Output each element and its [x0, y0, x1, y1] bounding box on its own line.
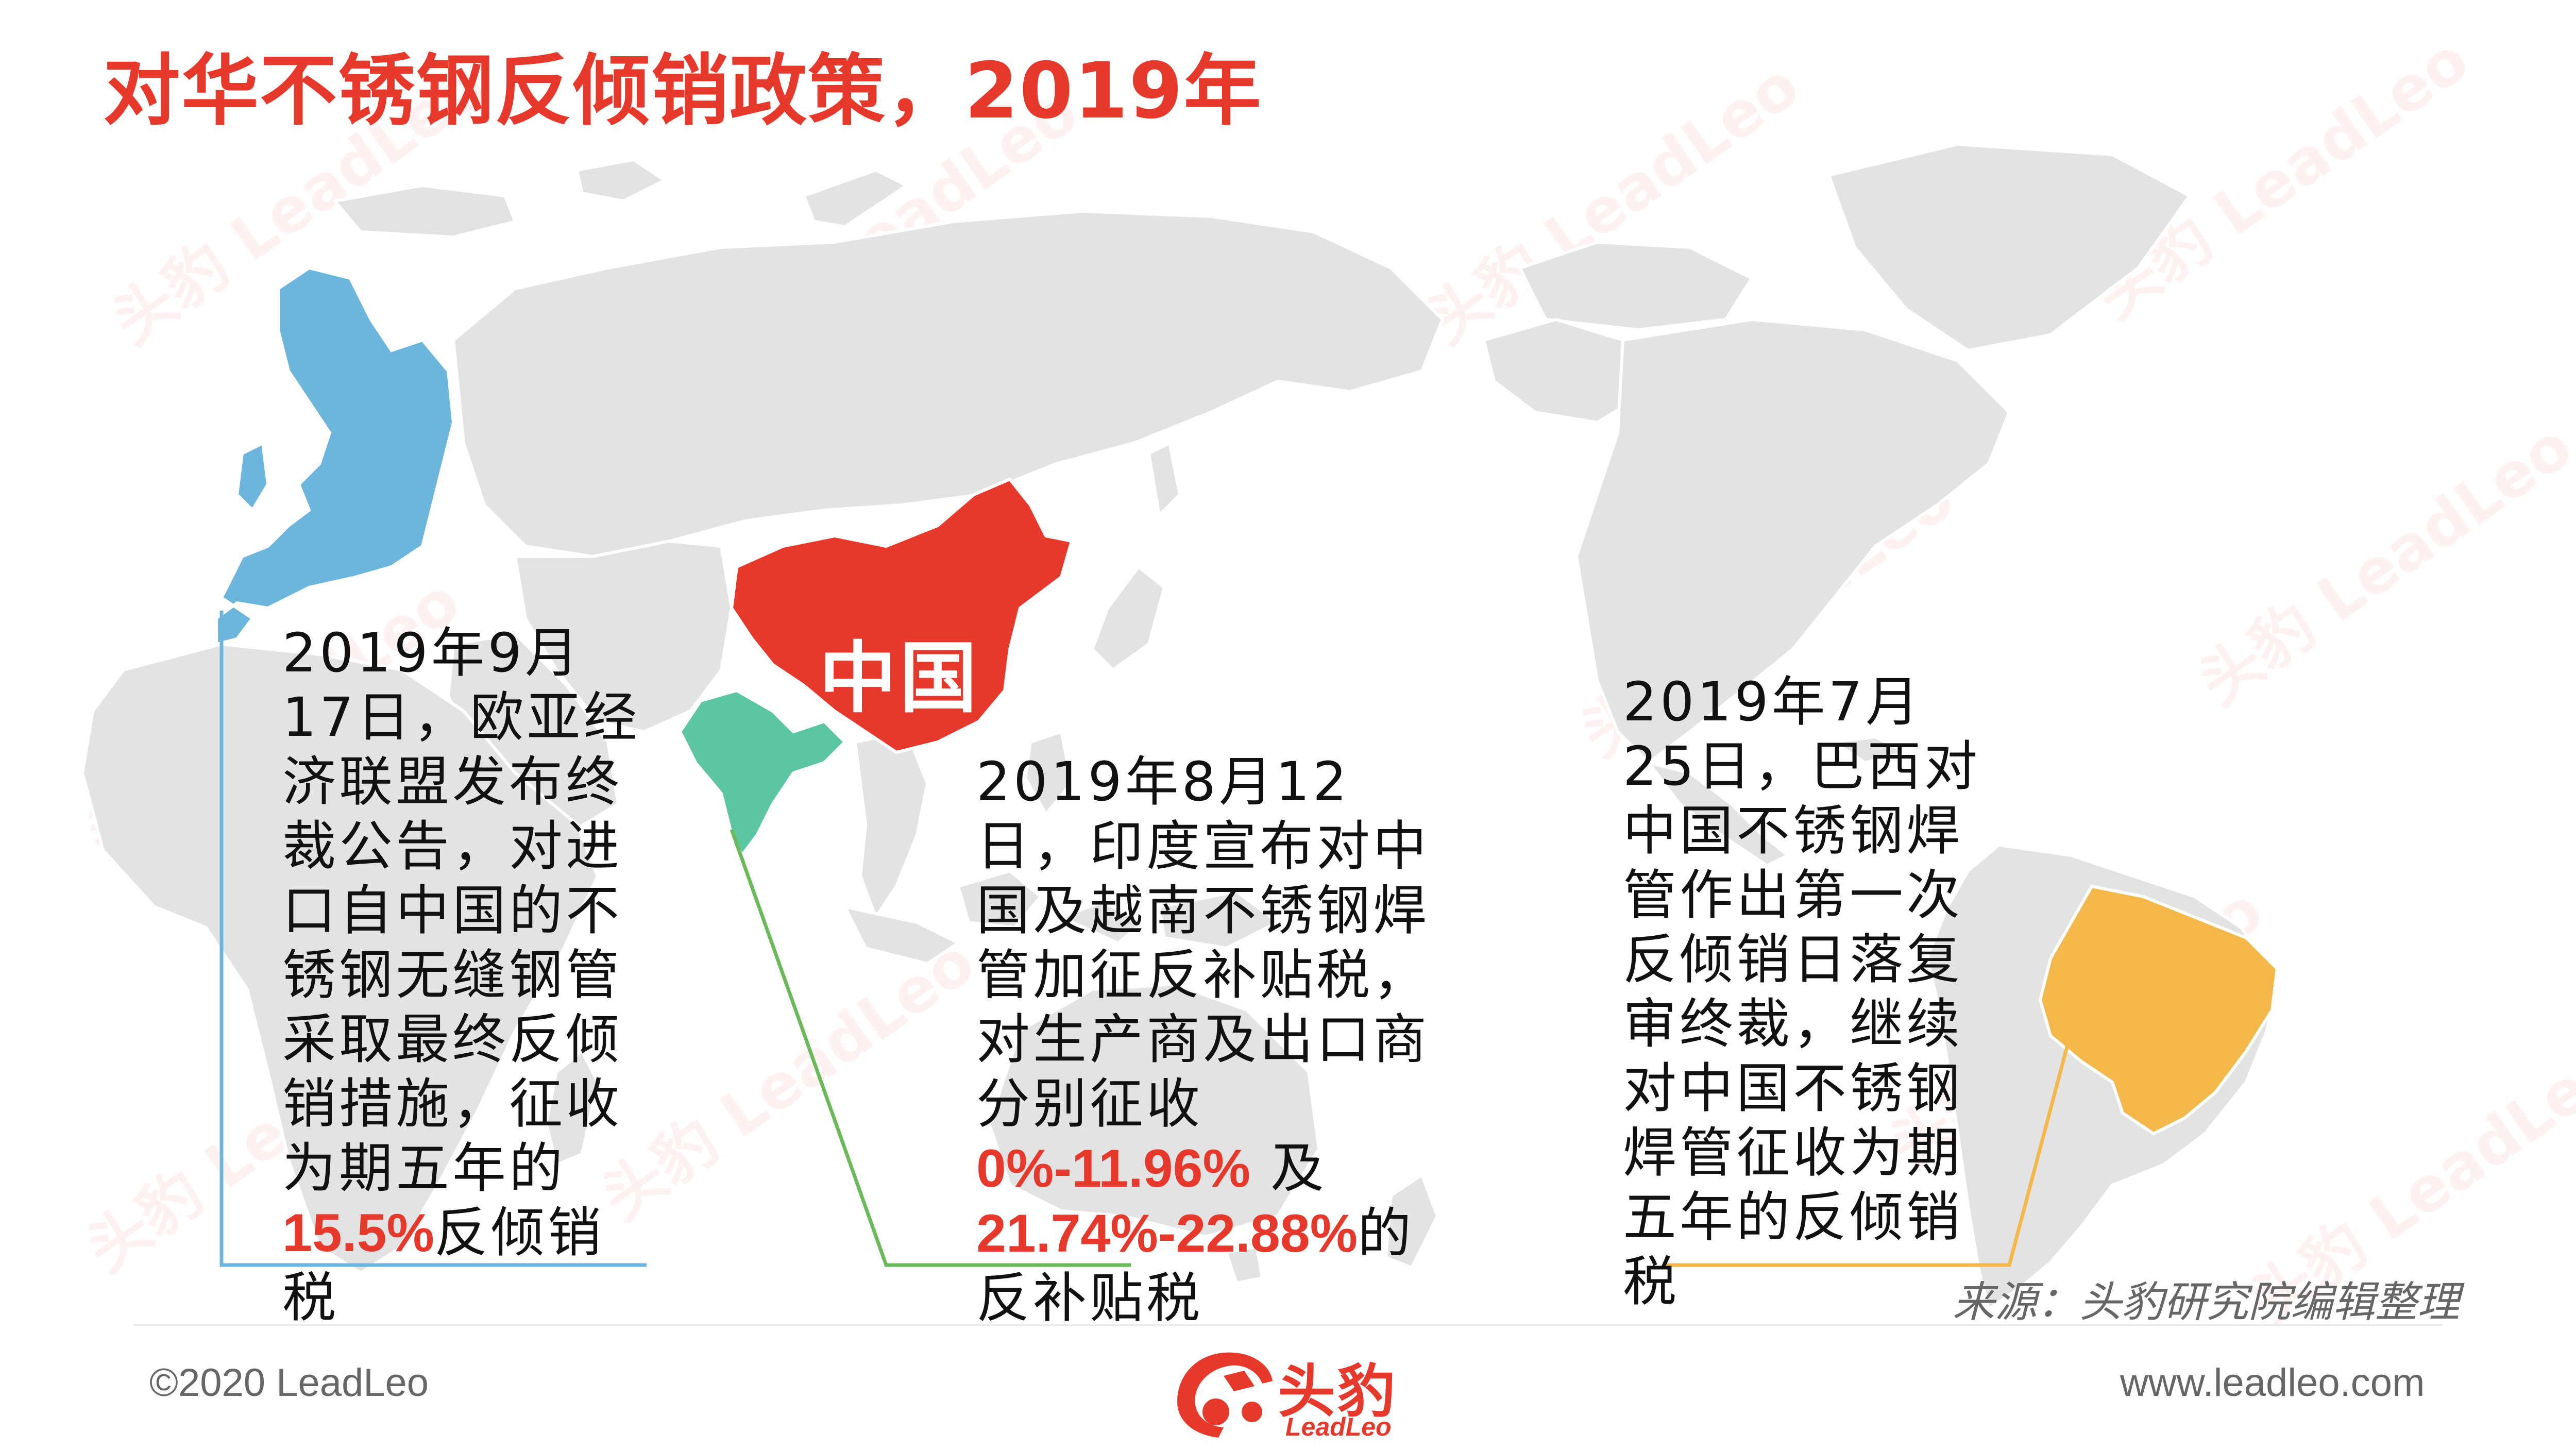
- india-callout-text: 2019年8月12日，印度宣布对中国及越南不锈钢焊管加征反补贴税，对生产商及出口…: [976, 750, 1440, 1330]
- europe-region: [215, 266, 455, 646]
- eu-callout-text: 2019年9月17日，欧亚经济联盟发布终裁公告，对进口自中国的不锈钢无缝钢管采取…: [282, 621, 643, 1330]
- novaya-zemlya: [802, 168, 910, 229]
- sakhalin: [1147, 441, 1182, 519]
- australia: [987, 982, 1321, 1239]
- china-label: 中国: [819, 634, 980, 723]
- central-america: [1645, 760, 1791, 868]
- india-callout-line: [730, 829, 1131, 1267]
- india-callout-middle: 及: [1270, 1137, 1328, 1200]
- se-asia: [853, 730, 929, 921]
- logo-subtext: LeadLeo: [1285, 1412, 1392, 1441]
- indonesia-3: [1057, 900, 1147, 945]
- eu-callout-rate: 15.5%: [282, 1203, 434, 1263]
- indonesia-2: [956, 869, 1043, 930]
- china-country: [730, 477, 1074, 754]
- central-asia: [513, 539, 734, 734]
- indonesia-1: [842, 904, 961, 966]
- india-callout-rate-2: 21.74%-22.88%: [976, 1204, 1358, 1263]
- eu-callout-body: 2019年9月17日，欧亚经济联盟发布终裁公告，对进口自中国的不锈钢无缝钢管采取…: [282, 621, 640, 1200]
- madagascar: [544, 1049, 600, 1167]
- india-country: [678, 688, 848, 858]
- north-america: [1574, 317, 2011, 765]
- russia: [451, 209, 1445, 559]
- svalbard: [575, 158, 668, 203]
- brazil-callout-text: 2019年7月25日，巴西对中国不锈钢焊管作出第一次反倾销日落复审终裁，继续对中…: [1623, 670, 1981, 1313]
- africa: [80, 642, 600, 1275]
- india-callout-rate-1: 0%-11.96%: [976, 1139, 1250, 1199]
- brazil-country: [2038, 884, 2279, 1136]
- caribbean: [1829, 735, 1911, 765]
- tasmania: [1224, 1245, 1264, 1285]
- papua: [1157, 889, 1281, 950]
- brazil-callout-line: [1664, 953, 2094, 1267]
- logo-text: 头豹: [1278, 1358, 1397, 1425]
- eu-callout-line: [219, 611, 647, 1267]
- copyright: ©2020 LeadLeo: [149, 1361, 429, 1405]
- footer-divider: [134, 1324, 2442, 1326]
- europe-uk: [235, 441, 270, 513]
- page-title: 对华不锈钢反倾销政策，2019年: [103, 46, 1262, 136]
- india-callout-tail: 的反补贴税: [976, 1202, 1415, 1329]
- website-link[interactable]: www.leadleo.com: [2120, 1361, 2425, 1405]
- canadian-arctic: [1517, 240, 1754, 332]
- leadleo-logo-icon: [1177, 1352, 1273, 1438]
- greenland: [1827, 142, 2192, 352]
- source-note: 来源：头豹研究院编辑整理: [1953, 1278, 2460, 1327]
- india-callout-body: 2019年8月12日，印度宣布对中国及越南不锈钢焊管加征反补贴税，对生产商及出口…: [976, 750, 1430, 1135]
- philippines: [1023, 730, 1074, 817]
- arctic-islands: [332, 183, 518, 239]
- japan: [1090, 564, 1166, 672]
- new-zealand: [1384, 1172, 1439, 1270]
- eu-callout-tail: 反倾销税: [282, 1201, 604, 1329]
